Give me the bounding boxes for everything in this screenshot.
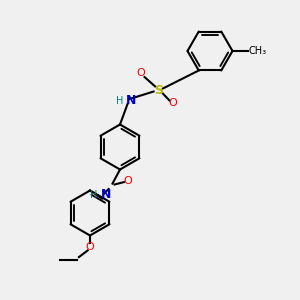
Text: H: H	[116, 95, 123, 106]
Text: N: N	[100, 188, 111, 202]
Text: O: O	[168, 98, 177, 109]
Text: S: S	[154, 83, 164, 97]
Text: O: O	[136, 68, 146, 79]
Text: H: H	[90, 190, 98, 200]
Text: CH₃: CH₃	[248, 46, 266, 56]
Text: N: N	[126, 94, 136, 107]
Text: O: O	[123, 176, 132, 187]
Text: O: O	[85, 242, 94, 252]
